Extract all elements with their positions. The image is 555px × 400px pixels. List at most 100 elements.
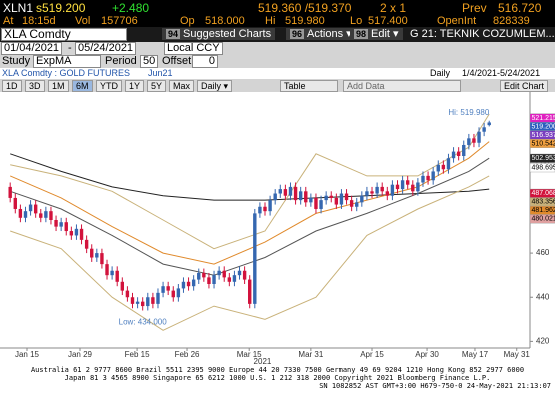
prev: 516.720	[498, 1, 542, 15]
candle-body	[242, 270, 247, 280]
x-tick-label: May 17	[462, 350, 489, 359]
candle-body	[135, 301, 140, 304]
candle-body	[156, 292, 160, 304]
candle-body	[171, 290, 175, 298]
x-tick-label: Feb 26	[175, 350, 200, 359]
security: XLA Comdty : GOLD FUTURES	[2, 68, 131, 78]
period-button[interactable]: 1D	[2, 80, 22, 92]
end-date[interactable]: 05/24/2021	[75, 42, 137, 55]
period-button[interactable]: 1Y	[125, 80, 145, 92]
price-text: 481.962	[532, 207, 555, 214]
currency[interactable]: Local CCY	[164, 42, 223, 55]
candle-body	[278, 189, 282, 194]
add-data[interactable]: Add Data	[343, 80, 461, 92]
date-row: 01/04/2021 - 05/24/2021 Local CCY	[0, 42, 555, 55]
menu[interactable]: 98 Edit ▾	[350, 28, 403, 40]
price-label: 498.695	[529, 163, 555, 173]
candle-body	[482, 127, 486, 132]
period-button[interactable]: 1M	[48, 80, 69, 92]
candle-body	[125, 290, 130, 298]
period-button[interactable]: 5Y	[147, 80, 167, 92]
candle-body	[100, 253, 104, 265]
candle-body	[140, 301, 145, 307]
label: Vol	[75, 15, 91, 27]
candle-body	[49, 211, 53, 220]
candle-body	[487, 122, 491, 126]
candle-body	[283, 189, 288, 196]
candle-body	[120, 281, 125, 291]
size: 2 x 1	[380, 1, 407, 15]
study-row: Study ExpMA Period 50 Offset 0	[0, 55, 555, 68]
label: Study	[2, 55, 31, 67]
candle-body	[54, 220, 58, 227]
label: Hi	[265, 15, 276, 27]
candle-body	[237, 270, 242, 276]
candle-body	[390, 184, 395, 196]
study-input[interactable]: ExpMA	[33, 55, 101, 68]
candle-body	[395, 184, 400, 190]
candle-body	[176, 288, 181, 298]
label: Lo	[350, 15, 363, 27]
candle-body	[344, 193, 349, 201]
candle-body	[288, 186, 293, 196]
candle-body	[95, 253, 99, 258]
sep: -	[68, 42, 72, 54]
study-line	[10, 157, 490, 276]
plot-area	[0, 92, 555, 364]
candle-body	[115, 270, 119, 282]
footer-line: SN 1082852 AST GMT+3:00 H679-750-0 24-Ma…	[319, 382, 551, 390]
candle-body	[110, 270, 114, 276]
price-label: 487.068	[529, 188, 555, 198]
menu-label: Suggested Charts	[183, 28, 272, 40]
price-label: 510.542	[529, 139, 555, 149]
period-button[interactable]: YTD	[96, 80, 122, 92]
toolbar: XLA Comdty 94 Suggested Charts 96 Actions …	[0, 27, 555, 42]
open: 518.000	[205, 15, 245, 27]
footer-line: Japan 81 3 4565 8900 Singapore 65 6212 1…	[64, 374, 491, 382]
price-text: 480.021	[532, 216, 555, 223]
bid-ask: 519.360 /519.370	[258, 1, 352, 15]
candle-body	[217, 270, 221, 276]
edit-chart[interactable]: Edit Chart	[500, 80, 549, 92]
candle-body	[8, 186, 12, 198]
price-text: 498.695	[532, 165, 555, 172]
candle-body	[232, 275, 237, 282]
candle-body	[161, 286, 165, 293]
price-box	[529, 163, 555, 173]
table-button[interactable]: Table	[280, 80, 338, 92]
period-button[interactable]: Max	[169, 80, 195, 92]
page-title: G 21: TEKNIK COZUMLEM...	[410, 28, 555, 40]
candle-body	[44, 211, 48, 218]
y-tick-label: 440	[536, 292, 550, 301]
candle-body	[253, 213, 257, 304]
security-input[interactable]: XLA Comdty	[1, 28, 127, 41]
start-date[interactable]: 01/04/2021	[1, 42, 63, 55]
high: 519.980	[285, 15, 325, 27]
period-button[interactable]: Daily ▾	[197, 80, 233, 92]
candle-body	[23, 211, 28, 218]
candle-body	[405, 180, 410, 185]
offset[interactable]: 0	[192, 55, 218, 68]
candle-body	[360, 195, 364, 203]
period[interactable]: 50	[140, 55, 159, 68]
candle-body	[436, 164, 440, 172]
period-button[interactable]: 6M	[72, 80, 93, 92]
button-row: Table Add Data Edit Chart 1D 3D 1M 6M YTD 1Y 5…	[0, 79, 555, 92]
menu[interactable]: 94 Suggested Charts	[162, 28, 276, 40]
price-box	[529, 139, 555, 149]
price-text: 483.356	[532, 199, 555, 206]
label: At	[3, 15, 14, 27]
candle-body	[329, 195, 333, 198]
candle-body	[385, 191, 390, 196]
period-button[interactable]: 3D	[25, 80, 45, 92]
candle-body	[263, 206, 267, 212]
y-tick-label: 460	[536, 248, 550, 257]
candle-body	[446, 158, 451, 170]
menu[interactable]: 96 Actions ▾	[286, 28, 356, 40]
label: OpenInt	[437, 15, 477, 27]
candle-body	[319, 200, 323, 209]
candle-body	[298, 191, 303, 201]
ticker: XLN1	[3, 1, 34, 15]
annotation: Hi: 519.980	[448, 108, 489, 117]
